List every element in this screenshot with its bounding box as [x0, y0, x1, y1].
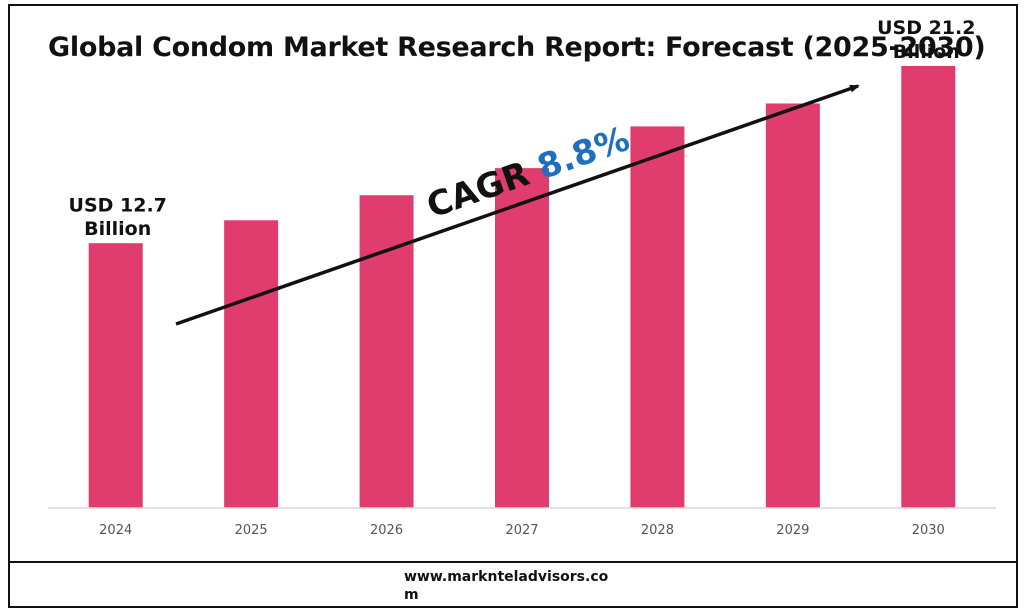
bar-2026: [359, 195, 414, 508]
bar-2029: [765, 103, 820, 508]
cagr-arrow: [175, 84, 860, 326]
bar-2030: [901, 65, 956, 508]
bar-2025: [224, 220, 279, 509]
end-value-label: USD 21.2 Billion: [877, 17, 975, 63]
cagr-value: 8.8%: [532, 119, 634, 188]
x-tick-label-2025: 2025: [235, 523, 268, 538]
end-value-amount: USD 21.2: [877, 17, 975, 39]
x-tick-label-2024: 2024: [99, 523, 132, 538]
bar-chart: 2024 2025 2026 2027 2028 2029 2030 USD 12.7 Bil…: [48, 17, 996, 538]
bar-2024: [88, 243, 143, 509]
bar-2027: [495, 168, 549, 508]
bar-2028: [630, 126, 685, 508]
chart-title: Global Condom Market Research Report: Fo…: [48, 32, 986, 63]
start-value-amount: USD 12.7: [69, 194, 167, 216]
x-tick-label-2030: 2030: [912, 523, 945, 538]
end-value-unit: Billion: [893, 41, 960, 63]
website-link[interactable]: www.marknteladvisors.com: [404, 569, 609, 603]
x-tick-label-2026: 2026: [370, 523, 403, 538]
x-tick-label-2028: 2028: [641, 523, 674, 538]
x-tick-label-2029: 2029: [776, 523, 809, 538]
start-value-unit: Billion: [84, 218, 151, 240]
x-tick-label-2027: 2027: [505, 523, 538, 538]
start-value-label: USD 12.7 Billion: [69, 194, 167, 240]
chart-frame: [8, 4, 1018, 608]
footer-divider: [8, 561, 1018, 563]
